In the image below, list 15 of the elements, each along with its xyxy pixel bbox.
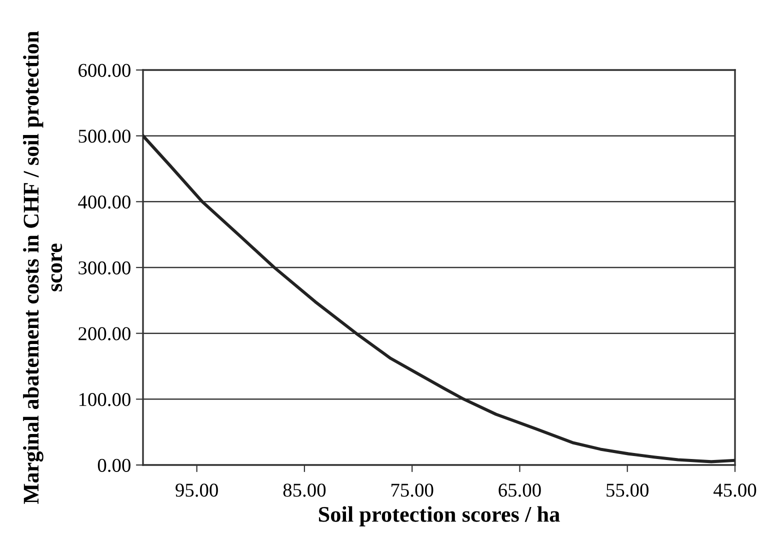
y-tick-label: 100.00	[79, 392, 130, 406]
x-tick-label: 45.00	[714, 484, 756, 497]
y-tick-label: 400.00	[78, 195, 130, 209]
x-tick-label: 55.00	[606, 484, 648, 497]
x-axis-title: Soil protection scores / ha	[318, 506, 560, 526]
y-tick-label: 200.00	[78, 327, 130, 340]
y-tick-label: 0.00	[98, 458, 130, 472]
x-tick-label: 85.00	[283, 484, 326, 497]
y-tick-label: 500.00	[78, 130, 130, 143]
y-tick-label: 600.00	[78, 64, 130, 78]
y-tick-label: 300.00	[78, 261, 130, 275]
y-axis-title: Marginal abatement costs in CHF / soil protection score	[23, 31, 62, 504]
x-tick-label: 65.00	[498, 484, 541, 497]
x-tick-label: 75.00	[392, 484, 434, 497]
x-tick-label: 95.00	[176, 484, 218, 497]
